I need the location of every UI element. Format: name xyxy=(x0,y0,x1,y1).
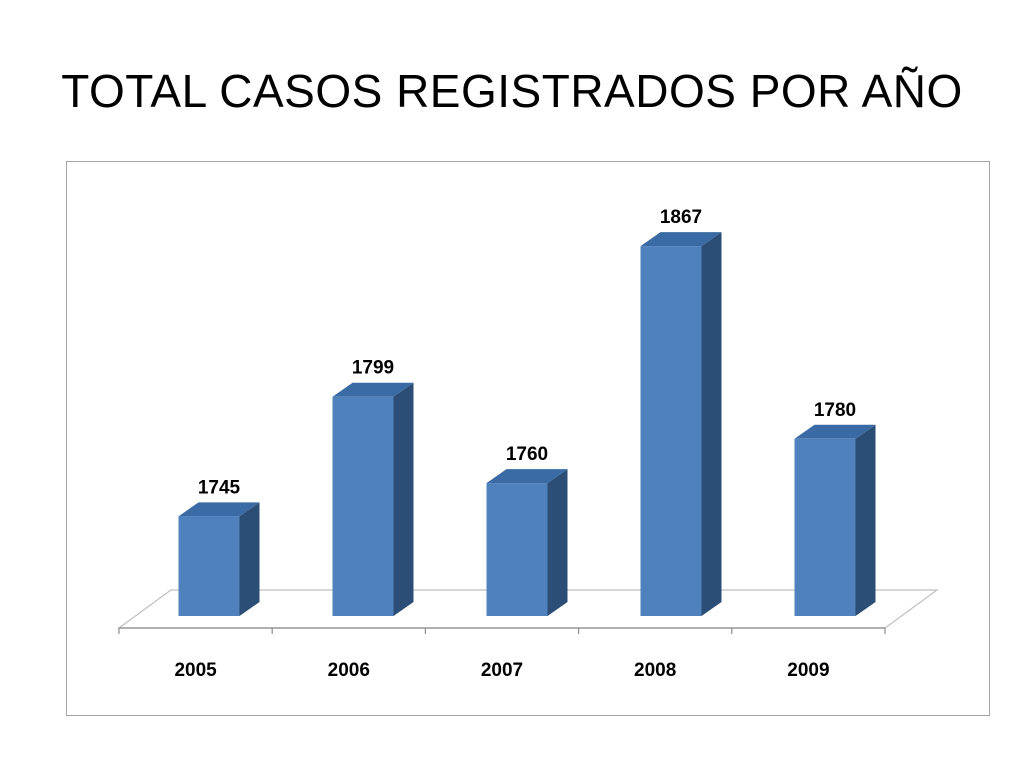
data-labels: 1745 1799 1760 1867 1780 xyxy=(198,207,856,498)
bar xyxy=(640,232,722,616)
x-tick-label: 2005 xyxy=(174,660,217,681)
bar-side-face xyxy=(393,382,414,616)
bar-value-label: 1799 xyxy=(352,358,394,379)
bar xyxy=(486,469,568,616)
bar xyxy=(332,382,414,616)
bar xyxy=(794,424,876,616)
x-tick-label: 2009 xyxy=(787,660,829,681)
bar-front-face xyxy=(640,246,702,616)
bar-front-face xyxy=(178,516,240,616)
bar-value-label: 1780 xyxy=(814,400,856,421)
bar-top-face xyxy=(332,382,414,397)
x-tick-label: 2007 xyxy=(481,660,523,681)
bar-front-face xyxy=(332,396,394,616)
x-tick-label: 2006 xyxy=(328,660,370,681)
bar-value-label: 1867 xyxy=(660,207,702,228)
bar-value-label: 1745 xyxy=(198,477,241,498)
bar-side-face xyxy=(547,469,568,616)
bar-front-face xyxy=(486,483,548,616)
bars xyxy=(178,232,876,616)
bar-top-face xyxy=(640,232,722,247)
slide-title: TOTAL CASOS REGISTRADOS POR AÑO xyxy=(61,65,963,117)
bar-side-face xyxy=(239,502,260,616)
bar-side-face xyxy=(701,232,722,616)
bar-side-face xyxy=(855,424,876,616)
bar-top-face xyxy=(794,424,876,439)
x-axis xyxy=(118,627,886,634)
bar-value-label: 1760 xyxy=(506,444,548,465)
x-tick-label: 2008 xyxy=(634,660,676,681)
bar-top-face xyxy=(178,502,260,517)
x-tick-labels: 2005 2006 2007 2008 2009 xyxy=(174,660,829,681)
bar-front-face xyxy=(794,438,856,616)
bar xyxy=(178,502,260,616)
bar-top-face xyxy=(486,469,568,484)
chart-frame: 1745 1799 1760 1867 1780 2005 2006 2007 2008 200… xyxy=(66,161,990,716)
